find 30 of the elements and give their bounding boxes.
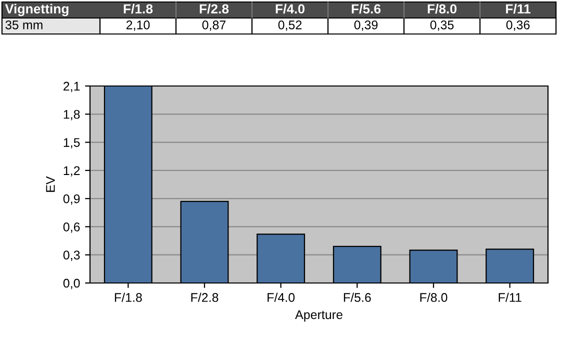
y-tick-label: 1,5: [64, 138, 80, 148]
y-tick-label: 2,1: [64, 82, 80, 92]
category-label: F/1.8: [124, 4, 153, 14]
data-label: 2,10: [126, 20, 150, 31]
x-tick-label: F/8.0: [420, 292, 448, 302]
y-tick-label: 0,6: [63, 222, 80, 233]
category-label: F/8.0: [428, 4, 456, 14]
data-label: 0,87: [202, 20, 226, 31]
y-tick-label: 1,8: [64, 110, 80, 120]
x-axis-title: Aperture: [295, 310, 342, 322]
x-tick-label: F/4.0: [268, 292, 295, 302]
text: 35 mm: [5, 20, 42, 30]
data-label: 0,35: [430, 20, 454, 31]
data-label: 0,39: [354, 20, 378, 31]
y-axis-title: EV: [46, 176, 55, 192]
y-tick-label: 0,3: [63, 250, 80, 261]
category-label: F/11: [506, 4, 530, 14]
category-label: F/4.0: [276, 4, 304, 14]
y-tick-label: 0,0: [63, 278, 80, 290]
y-tick-label: 1,2: [64, 166, 80, 177]
data-label: 0,36: [506, 20, 530, 31]
x-tick-label: F/11: [498, 292, 522, 302]
data-label: 0,52: [278, 20, 302, 31]
y-tick-label: 0,9: [63, 194, 80, 205]
category-label: F/5.6: [352, 4, 381, 14]
category-label: F/2.8: [200, 4, 229, 14]
x-tick-label: F/2.8: [191, 292, 218, 302]
x-tick-label: F/1.8: [114, 292, 142, 302]
x-tick-label: F/5.6: [344, 292, 371, 302]
chart-title: Vignetting: [5, 4, 68, 16]
